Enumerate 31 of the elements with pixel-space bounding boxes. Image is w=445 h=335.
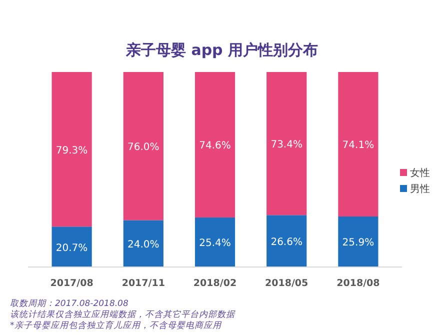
bar xyxy=(194,72,236,218)
data-label: 24.0% xyxy=(128,240,160,251)
bar xyxy=(52,226,92,267)
x-tick-label: 2018/05 xyxy=(265,278,308,289)
text: 取数周期：2017.08-2018.08 xyxy=(10,299,129,309)
legend-label: 男性 xyxy=(410,183,430,195)
text: *亲子母婴应用包含独立育儿应用，不含母婴电商应用 xyxy=(10,320,222,331)
x-tick-label: 2017/11 xyxy=(122,278,165,289)
x-tick-label: 2018/08 xyxy=(336,278,380,289)
chart-title: 亲子母婴 app 用户性别分布 xyxy=(124,41,318,59)
x-tick-label: 2017/08 xyxy=(50,278,94,289)
data-label: 79.3% xyxy=(56,145,88,156)
bar xyxy=(266,72,307,216)
bar xyxy=(194,217,236,267)
bar xyxy=(123,220,164,267)
data-label: 74.1% xyxy=(342,140,374,152)
bar xyxy=(338,72,378,216)
x-tick-label: 2018/02 xyxy=(193,278,237,289)
bar xyxy=(266,215,307,267)
data-label: 76.0% xyxy=(128,142,160,154)
text: 该统计结果仅含独立应用端数据，不含其它平台内部数据 xyxy=(10,309,236,320)
legend-label: 女性 xyxy=(410,167,430,179)
data-label: 26.6% xyxy=(270,237,302,248)
data-label: 25.9% xyxy=(342,238,374,249)
data-label: 20.7% xyxy=(56,242,88,254)
data-label: 25.4% xyxy=(199,238,231,250)
data-label: 73.4% xyxy=(270,140,302,151)
data-label: 74.6% xyxy=(199,140,231,152)
bar xyxy=(52,72,92,227)
bar xyxy=(123,72,164,220)
bar xyxy=(338,216,378,267)
